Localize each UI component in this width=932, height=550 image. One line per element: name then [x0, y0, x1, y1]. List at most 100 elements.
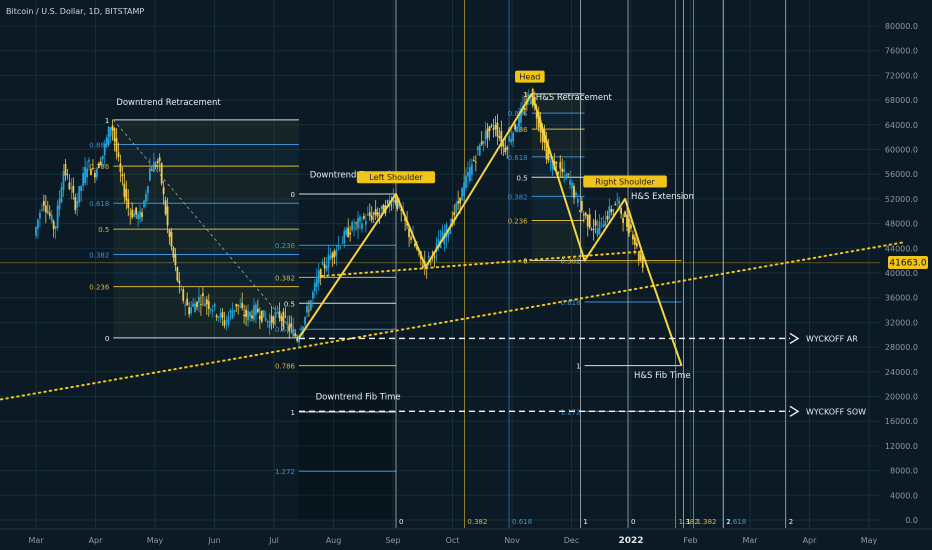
candle-body — [514, 124, 516, 130]
candle-body — [209, 309, 212, 311]
candle-body — [537, 111, 540, 128]
candle-body — [333, 250, 336, 258]
candle-body — [262, 310, 265, 318]
candle-body — [567, 174, 570, 175]
fib-time-downtrend-label: 1 — [583, 518, 587, 526]
candle-body — [571, 182, 573, 189]
candle-body — [482, 140, 485, 144]
fib-hs-retracement-level-label: 0.382 — [508, 193, 528, 201]
x-tick-label: Nov — [504, 536, 520, 545]
pattern-tag-bg — [583, 175, 667, 188]
candle-body — [602, 224, 605, 227]
candle-body — [58, 198, 61, 210]
x-tick-label: Oct — [446, 536, 460, 545]
candle-body — [247, 310, 249, 321]
candle-body — [198, 297, 200, 303]
candle-body — [92, 168, 94, 170]
time-axis[interactable]: Mar Apr May Jun Jul Aug Sep Oct Nov Dec 2022 Feb Mar… — [0, 528, 932, 546]
candle-body — [117, 152, 120, 158]
candle-body — [266, 321, 269, 323]
candle-body — [620, 207, 623, 214]
candle-body — [457, 201, 460, 204]
candle-body — [115, 138, 118, 152]
candle-body — [54, 226, 57, 229]
candle-body — [596, 228, 599, 236]
candle-body — [200, 303, 202, 305]
candle-body — [610, 208, 613, 213]
candle-body — [42, 201, 45, 206]
pattern-tag-label: Head — [519, 73, 540, 82]
candle-body — [586, 214, 589, 227]
candle-body — [294, 333, 297, 337]
candle-body — [321, 261, 324, 265]
fib-downtrend-retracement-band — [113, 144, 299, 167]
candle-body — [349, 232, 352, 235]
y-tick-label: 44000.0 — [885, 244, 918, 253]
candle-body — [64, 163, 67, 176]
candle-body — [40, 209, 43, 210]
candle-body — [284, 315, 287, 317]
candle-body — [52, 220, 55, 229]
candle-body — [154, 164, 157, 168]
fib-title-label: Downtrend Extension — [310, 170, 401, 180]
candle-body — [298, 336, 301, 343]
wyckoff-level-label: WYCKOFF AR — [806, 334, 858, 343]
candle-body — [323, 264, 326, 269]
candle-body — [492, 128, 495, 130]
candle-body — [243, 314, 246, 317]
fib-title-label: Downtrend Retracement — [116, 98, 221, 108]
candle-body — [225, 320, 228, 321]
wyckoff-levels: WYCKOFF AR WYCKOFF SOW — [298, 332, 866, 417]
pattern-tag-label: Right Shoulder — [595, 178, 655, 187]
y-tick-label: 52000.0 — [885, 195, 918, 204]
candle-body — [600, 217, 603, 219]
candle-body — [215, 315, 218, 318]
candle-body — [463, 182, 465, 197]
candle-body — [148, 168, 151, 181]
candle-body — [223, 320, 226, 326]
candle-body — [363, 216, 365, 219]
candle-body — [488, 126, 491, 132]
candle-body — [256, 308, 259, 313]
candle-body — [478, 144, 481, 156]
candle-body — [317, 270, 320, 284]
price-tag-bg — [888, 256, 928, 269]
candle-body — [421, 265, 424, 268]
candle-body — [563, 168, 566, 173]
candle-body — [147, 186, 149, 194]
candle-body — [35, 226, 37, 237]
y-tick-label: 32000.0 — [885, 318, 918, 327]
candle-body — [606, 216, 609, 220]
candle-body — [408, 228, 410, 238]
candle-body — [633, 236, 636, 245]
candle-body — [255, 304, 257, 316]
candle-body — [111, 125, 114, 131]
candle-body — [109, 127, 112, 137]
candle-body — [180, 289, 183, 291]
candle-body — [308, 310, 310, 312]
candle-body — [160, 163, 163, 184]
y-tick-label: 16000.0 — [885, 417, 918, 426]
fib-downtrend-retracement-band — [113, 286, 299, 338]
price-axis[interactable]: 0.0 4000.0 8000.0 12000.0 16000.0 20000.0 2400… — [885, 22, 918, 525]
candle-body — [410, 237, 412, 240]
fib-downtrend-extension-level-label: 0.236 — [275, 242, 296, 250]
candle-body — [78, 186, 81, 203]
fib-hs-extension-level-label: 1 — [576, 363, 580, 371]
candle-body — [416, 247, 418, 250]
candle-body — [229, 310, 232, 313]
candle-body — [201, 293, 204, 297]
candle-body — [396, 197, 399, 209]
candle-body — [524, 108, 526, 111]
candle-body — [529, 99, 532, 104]
fib-downtrend-extension-level-label: 0.5 — [284, 300, 295, 308]
y-tick-label: 72000.0 — [885, 71, 918, 80]
candle-body — [56, 205, 59, 228]
x-tick-label: Feb — [683, 536, 697, 545]
fib-hs-retracement-band — [531, 196, 585, 221]
pattern-tag-bg — [356, 171, 436, 184]
candle-body — [260, 310, 263, 322]
fib-title-label: Downtrend Fib Time — [316, 393, 401, 403]
